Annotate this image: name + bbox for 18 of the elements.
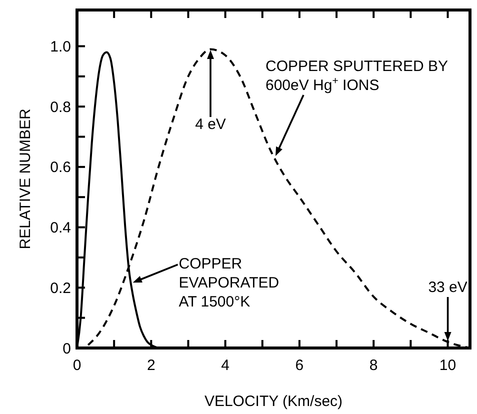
x-tick-label: 6: [295, 357, 304, 374]
y-tick-label: 0.2: [50, 280, 71, 297]
y-axis-title: RELATIVE NUMBER: [17, 108, 34, 250]
x-tick-label: 2: [146, 357, 156, 374]
x-tick-label: 4: [221, 357, 230, 374]
x-tick-label: 10: [439, 357, 456, 374]
y-tick-label: 0.4: [50, 220, 71, 237]
y-tick-label: 0.6: [50, 159, 71, 176]
annotation: COPPER EVAPORATED AT 1500°K: [178, 256, 280, 311]
x-axis-title: VELOCITY (Km/sec): [204, 393, 343, 410]
annotation: 33 eV: [428, 279, 468, 296]
y-tick-label: 0: [62, 340, 71, 358]
annotation: 4 eV: [195, 116, 226, 133]
y-tick-label: 0.8: [50, 98, 71, 116]
x-tick-label: 0: [72, 357, 82, 374]
y-tick-label: 1.0: [50, 38, 71, 56]
annotation: COPPER SPUTTERED BY 600eV Hg$^{+}$ IONS: [266, 58, 448, 94]
x-tick-label: 8: [369, 357, 378, 374]
